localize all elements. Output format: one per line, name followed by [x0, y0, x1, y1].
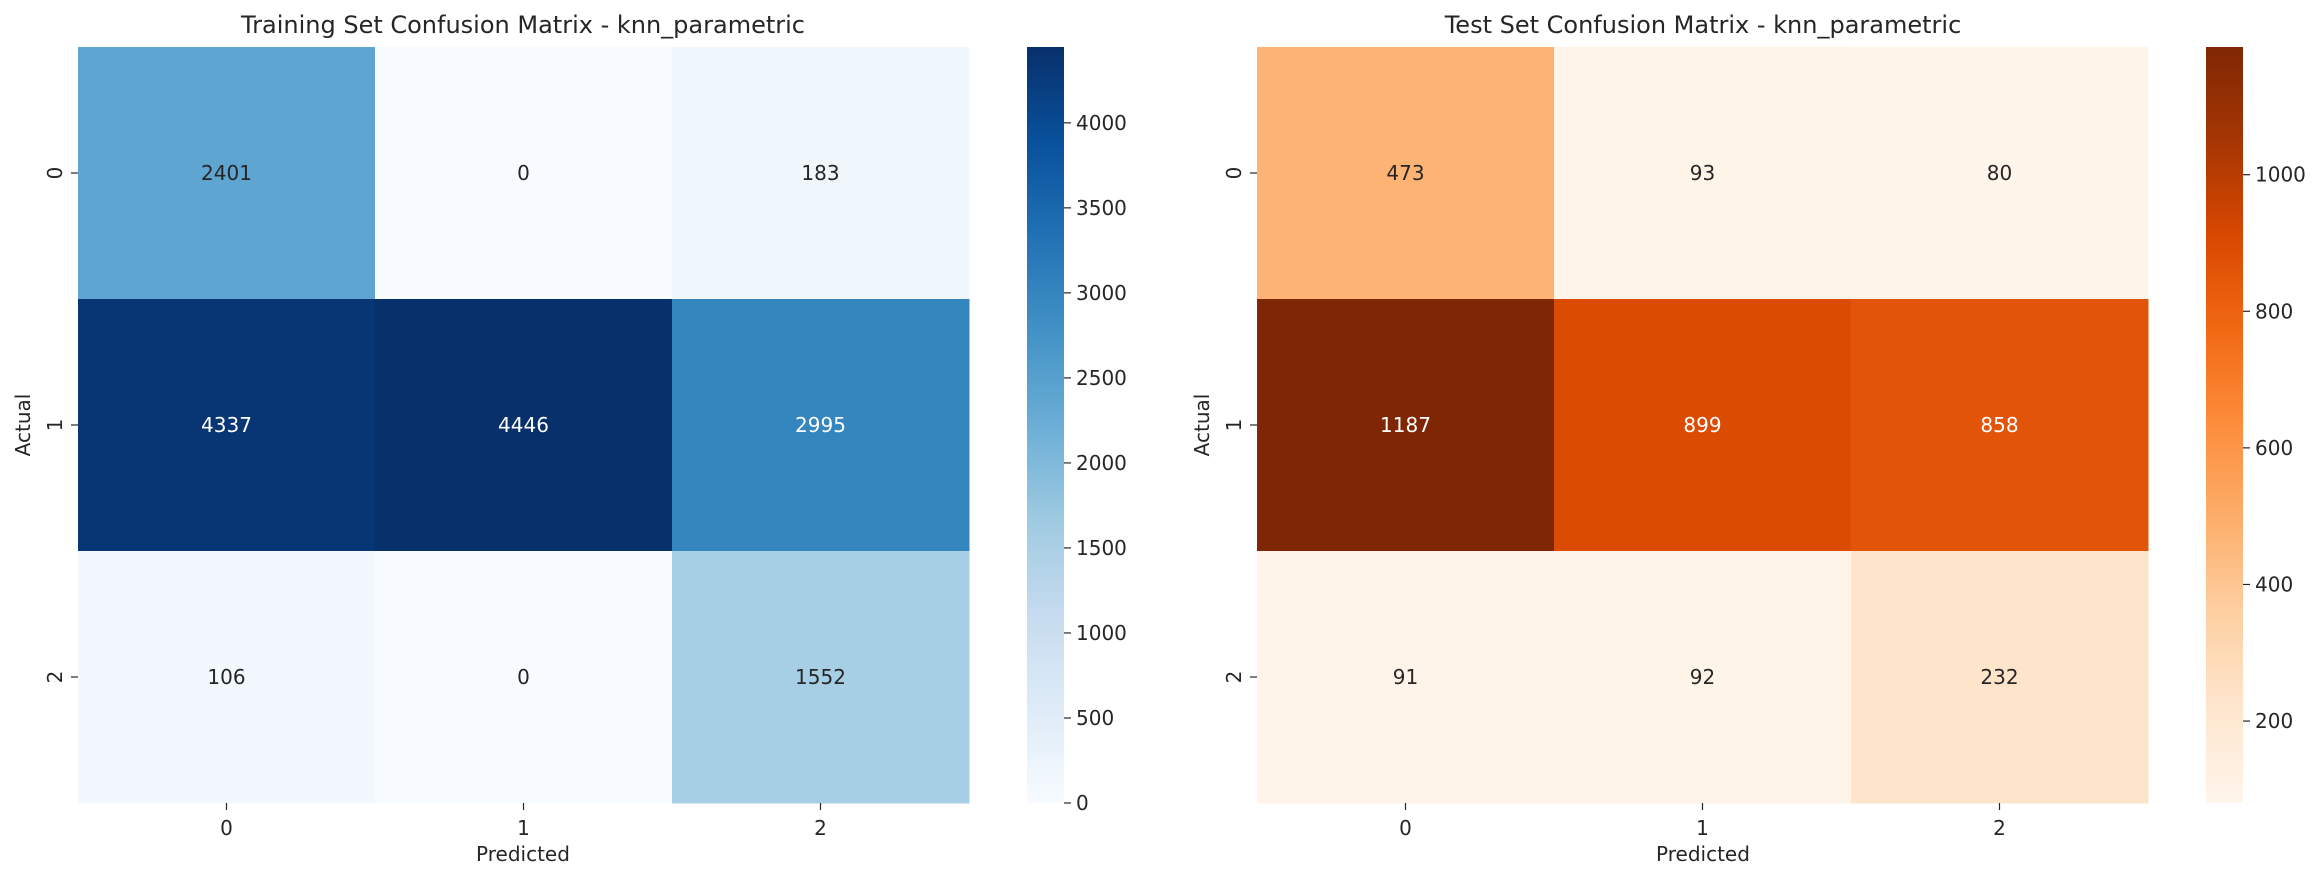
training-cell-value-r1-c0: 4337	[201, 413, 252, 437]
test-x-ticks: 0 1 2	[1399, 803, 2006, 840]
test-cell-value-r1-c1: 899	[1683, 413, 1721, 437]
test-cell-value-r1-c0: 1187	[1380, 413, 1431, 437]
training-cell-r2-c2	[672, 551, 970, 804]
test-cell-r0-c0	[1257, 47, 1555, 300]
training-colorbar-tick-label: 4000	[1076, 111, 1127, 135]
training-colorbar-tick-label: 3500	[1076, 196, 1127, 220]
training-colorbar-ticks: 0 500 1000 1500 2000 2500 3000 3500 4000	[1064, 111, 1127, 815]
training-cell-value-r0-c1: 0	[517, 161, 530, 185]
test-cell-r1-c2	[1851, 299, 2149, 552]
training-cell-r1-c1	[375, 299, 673, 552]
training-y-tick-label: 1	[43, 419, 67, 432]
test-cell-value-r0-c0: 473	[1386, 161, 1424, 185]
test-y-axis-label: Actual	[1190, 394, 1214, 457]
test-cell-r2-c2	[1851, 551, 2149, 804]
training-y-tick-label: 2	[43, 671, 67, 684]
test-x-axis-label: Predicted	[1656, 842, 1750, 866]
training-cell-r2-c0	[78, 551, 376, 804]
training-cell-value-r2-c1: 0	[517, 665, 530, 689]
training-colorbar-tick-label: 2500	[1076, 366, 1127, 390]
test-x-tick-label: 1	[1696, 816, 1709, 840]
test-colorbar-tick-label: 400	[2255, 572, 2293, 596]
test-cell-r1-c0	[1257, 299, 1555, 552]
training-y-axis-label: Actual	[11, 394, 35, 457]
test-y-ticks: 0 1 2	[1222, 167, 1257, 684]
training-cell-value-r2-c2: 1552	[795, 665, 846, 689]
training-matrix-title: Training Set Confusion Matrix - knn_para…	[240, 11, 805, 39]
training-x-tick-label: 0	[220, 816, 233, 840]
test-cell-value-r1-c2: 858	[1980, 413, 2018, 437]
training-colorbar-tick-label: 2000	[1076, 451, 1127, 475]
test-colorbar-tick-label: 800	[2255, 299, 2293, 323]
training-cell-value-r2-c0: 106	[207, 665, 245, 689]
test-cell-r0-c2	[1851, 47, 2149, 300]
training-colorbar-tick-label: 3000	[1076, 281, 1127, 305]
test-y-tick-label: 0	[1222, 167, 1246, 180]
training-cell-r1-c2	[672, 299, 970, 552]
training-y-tick-label: 0	[43, 167, 67, 180]
training-cell-value-r0-c2: 183	[801, 161, 839, 185]
training-colorbar-tick-label: 500	[1076, 706, 1114, 730]
training-y-ticks: 0 1 2	[43, 167, 78, 684]
training-colorbar-tick-label: 0	[1076, 791, 1089, 815]
test-cell-r1-c1	[1554, 299, 1852, 552]
training-x-axis-label: Predicted	[476, 842, 570, 866]
training-x-tick-label: 1	[517, 816, 530, 840]
test-matrix-title: Test Set Confusion Matrix - knn_parametr…	[1444, 11, 1962, 39]
test-cell-value-r2-c2: 232	[1980, 665, 2018, 689]
test-x-tick-label: 0	[1399, 816, 1412, 840]
test-cell-value-r2-c0: 91	[1393, 665, 1418, 689]
test-y-tick-label: 2	[1222, 671, 1246, 684]
test-colorbar-tick-label: 200	[2255, 709, 2293, 733]
training-cell-r1-c0	[78, 299, 376, 552]
test-cell-value-r0-c2: 80	[1987, 161, 2012, 185]
test-cell-r2-c0	[1257, 551, 1555, 804]
training-colorbar-tick-label: 1000	[1076, 621, 1127, 645]
test-y-tick-label: 1	[1222, 419, 1246, 432]
training-matrix-panel: Training Set Confusion Matrix - knn_para…	[11, 11, 1127, 866]
test-cell-value-r0-c1: 93	[1690, 161, 1715, 185]
test-colorbar-tick-label: 1000	[2255, 163, 2306, 187]
training-x-ticks: 0 1 2	[220, 803, 827, 840]
test-colorbar-tick-label: 600	[2255, 436, 2293, 460]
test-cell-r2-c1	[1554, 551, 1852, 804]
training-cell-value-r1-c1: 4446	[498, 413, 549, 437]
test-colorbar	[2206, 47, 2243, 803]
test-cell-r0-c1	[1554, 47, 1852, 300]
test-x-tick-label: 2	[1993, 816, 2006, 840]
training-colorbar-tick-label: 1500	[1076, 536, 1127, 560]
training-cell-r0-c0	[78, 47, 376, 300]
test-matrix-panel: Test Set Confusion Matrix - knn_parametr…	[1190, 11, 2306, 866]
training-matrix-cells: 2401 0 183 4337 4446 2995 106 0 1552	[78, 47, 970, 804]
test-cell-value-r2-c1: 92	[1690, 665, 1715, 689]
training-x-tick-label: 2	[814, 816, 827, 840]
training-cell-value-r1-c2: 2995	[795, 413, 846, 437]
training-cell-r0-c1	[375, 47, 673, 300]
test-colorbar-ticks: 200 400 600 800 1000	[2243, 163, 2306, 733]
training-colorbar	[1027, 47, 1064, 803]
training-cell-r2-c1	[375, 551, 673, 804]
test-matrix-cells: 473 93 80 1187 899 858 91 92 232	[1257, 47, 2149, 804]
training-cell-value-r0-c0: 2401	[201, 161, 252, 185]
training-cell-r0-c2	[672, 47, 970, 300]
